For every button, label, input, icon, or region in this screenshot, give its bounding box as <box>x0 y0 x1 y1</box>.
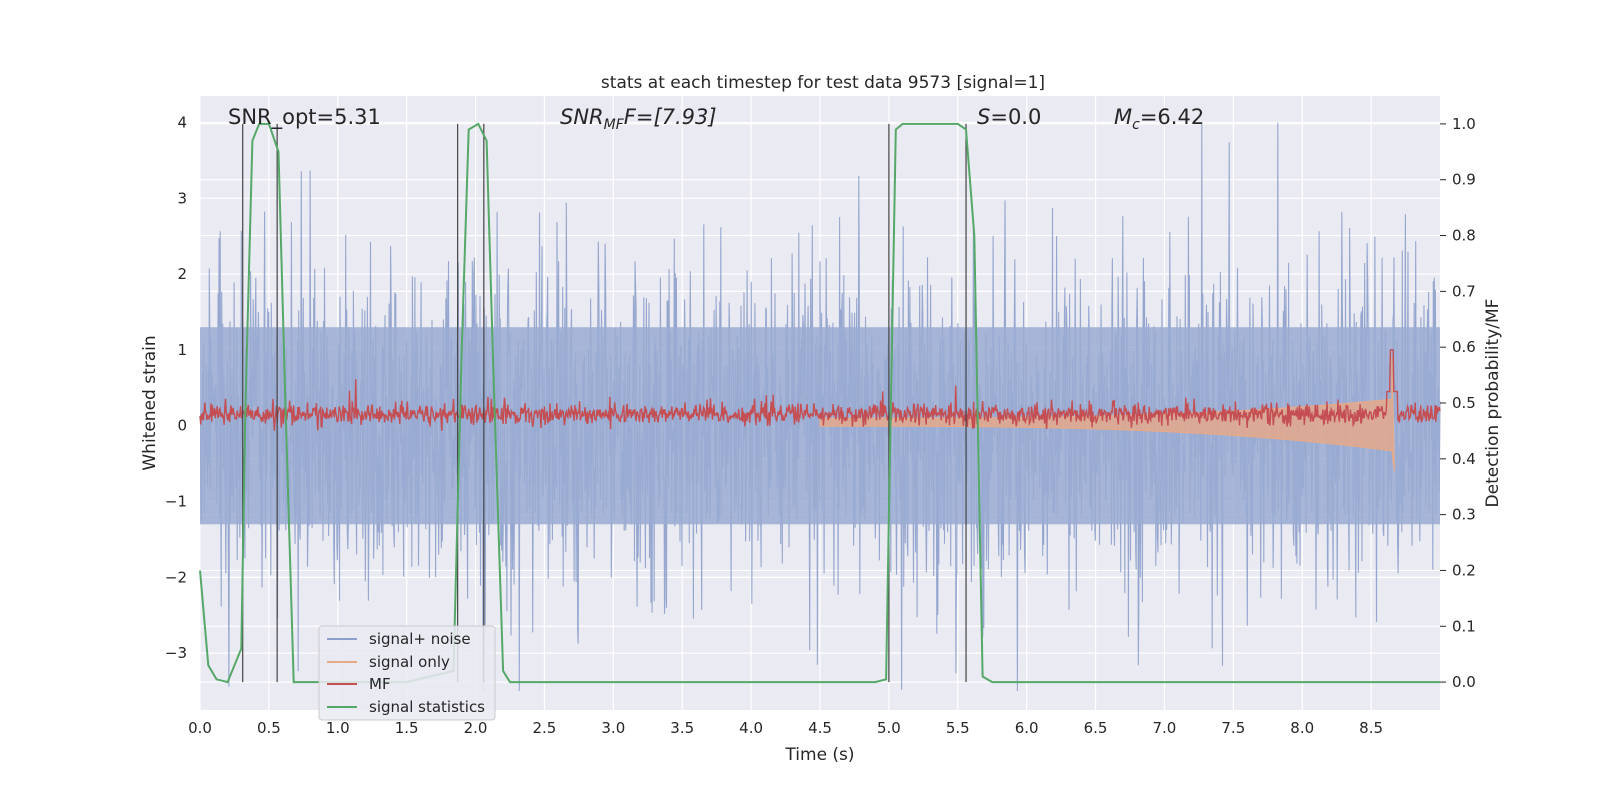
y-right-tick-label: 0.9 <box>1452 171 1476 189</box>
y-tick-label: −1 <box>165 493 187 511</box>
annotation-snr-mf-main: SNR <box>560 105 604 129</box>
annotation-mc: Mc=6.42 <box>1114 105 1204 133</box>
x-tick-label: 3.5 <box>670 719 694 737</box>
y-right-tick-label: 0.3 <box>1452 506 1476 524</box>
annotation-s-main: S <box>977 105 990 129</box>
x-axis-label: Time (s) <box>784 745 854 765</box>
vertical-markers <box>242 123 967 683</box>
y-right-tick-label: 0.4 <box>1452 450 1476 468</box>
x-tick-label: 5.0 <box>877 719 901 737</box>
x-tick-label: 3.0 <box>601 719 625 737</box>
y-tick-label: 1 <box>177 341 187 359</box>
y-right-tick-label: 0.0 <box>1452 673 1476 691</box>
x-tick-label: 2.0 <box>464 719 488 737</box>
annotation-snr-opt: SNR_opt=5.31 <box>228 105 381 130</box>
y-tick-label: 2 <box>177 265 187 283</box>
mf-line <box>199 349 1441 431</box>
y-right-axis-label: Detection probability/MF <box>1483 299 1503 508</box>
legend-label-stat: signal statistics <box>369 698 485 716</box>
y-right-tick-label: 0.7 <box>1452 282 1476 300</box>
legend-label-signal: signal only <box>369 653 450 671</box>
mf-series <box>199 349 1441 431</box>
annotation-s: S=0.0 <box>977 105 1041 129</box>
x-tick-label: 5.5 <box>946 719 970 737</box>
annotation-snr-mf-sub: MF <box>604 117 625 133</box>
y-right-tick-label: 0.6 <box>1452 338 1476 356</box>
y-tick-label: 0 <box>177 417 187 435</box>
y-axis-ticks: −3 −2 −1 0 1 2 3 4 <box>165 114 187 663</box>
x-tick-label: 2.5 <box>533 719 557 737</box>
x-tick-label: 1.5 <box>395 719 419 737</box>
legend: signal+ noise signal only MF signal stat… <box>318 625 496 721</box>
legend-box <box>318 625 496 721</box>
annotation-mc-sub: c <box>1132 117 1140 133</box>
x-tick-label: 4.5 <box>808 719 832 737</box>
x-tick-label: 6.5 <box>1084 719 1108 737</box>
x-tick-label: 4.0 <box>739 719 763 737</box>
y-right-tick-label: 0.1 <box>1452 617 1476 635</box>
y-right-tick-label: 0.5 <box>1452 394 1476 412</box>
x-tick-label: 7.0 <box>1153 719 1177 737</box>
x-tick-label: 6.0 <box>1015 719 1039 737</box>
x-tick-label: 8.0 <box>1290 719 1314 737</box>
signal-statistics-series <box>199 122 1440 684</box>
y-tick-label: 3 <box>177 189 187 207</box>
y-right-tick-label: 1.0 <box>1452 115 1476 133</box>
x-tick-label: 8.5 <box>1359 719 1383 737</box>
x-tick-label: 0.0 <box>188 719 212 737</box>
y-right-tick-label: 0.8 <box>1452 227 1476 245</box>
annotation-snr-mf-rest: F=[7.93] <box>624 105 717 129</box>
annotation-mc-rest: =6.42 <box>1140 105 1204 129</box>
x-tick-label: 1.0 <box>326 719 350 737</box>
y-right-axis-ticks: 0.0 0.1 0.2 0.3 0.4 0.5 0.6 0.7 0.8 0.9 1.0 <box>1440 115 1476 691</box>
chart-title: stats at each timestep for test data 957… <box>601 73 1045 93</box>
signal-statistics-line <box>199 122 1440 684</box>
x-axis-ticks: 0.0 0.5 1.0 1.5 2.0 2.5 3.0 3.5 4.0 4.5 5.0 5.5 6.0 6… <box>188 719 1383 737</box>
annotation-s-rest: =0.0 <box>990 105 1041 129</box>
y-tick-label: −3 <box>165 644 187 662</box>
legend-label-noise: signal+ noise <box>369 630 471 648</box>
annotation-snr-mf: SNRMFF=[7.93] <box>560 105 717 133</box>
y-axis-label: Whitened strain <box>140 335 160 470</box>
y-right-tick-label: 0.2 <box>1452 561 1476 579</box>
x-tick-label: 7.5 <box>1221 719 1245 737</box>
annotation-mc-main: M <box>1114 105 1132 129</box>
x-tick-label: 0.5 <box>257 719 281 737</box>
y-tick-label: 4 <box>177 114 187 132</box>
y-tick-label: −2 <box>165 568 187 586</box>
legend-label-mf: MF <box>369 675 391 693</box>
